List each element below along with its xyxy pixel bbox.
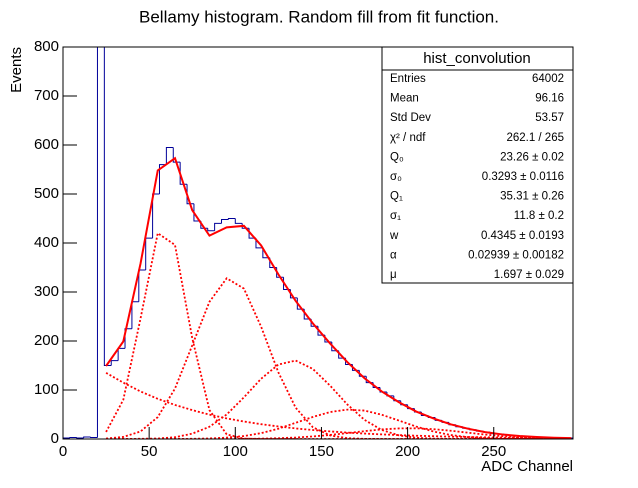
y-tick-label: 500 [34, 185, 59, 202]
y-tick-label: 700 [34, 87, 59, 104]
histogram-bin [179, 162, 188, 185]
histogram-bin [255, 238, 263, 249]
y-tick-label: 100 [34, 381, 59, 398]
stats-label: Std Dev [390, 112, 431, 124]
histogram-bin [172, 147, 181, 163]
stats-box: hist_convolution Entries 64002 Mean 96.16 St… [381, 46, 574, 284]
stats-value: 262.1 / 265 [506, 132, 564, 144]
stats-label: Q₀ [390, 151, 404, 163]
stats-value: 0.4345 ± 0.0193 [481, 230, 564, 242]
x-tick-label: 150 [309, 443, 334, 460]
stats-value: 23.26 ± 0.02 [500, 151, 564, 163]
histogram-bin [110, 360, 119, 366]
stats-frame [381, 46, 574, 284]
stats-label: Entries [390, 73, 426, 85]
stats-value: 35.31 ± 0.26 [500, 191, 564, 203]
stats-title: hist_convolution [423, 50, 531, 67]
y-axis-label: Events [8, 47, 25, 93]
x-axis-label: ADC Channel [481, 458, 573, 475]
histogram-bin [186, 184, 194, 205]
stats-label: σ₀ [390, 171, 402, 183]
y-tick-label: 200 [34, 332, 59, 349]
histogram-bin [227, 218, 236, 220]
x-tick-label: 50 [141, 443, 158, 460]
stats-value: 64002 [532, 73, 564, 85]
y-tick-label: 400 [34, 234, 59, 251]
histogram-bin [207, 228, 215, 232]
fit-component [106, 359, 572, 439]
x-tick-label: 100 [223, 443, 248, 460]
y-tick-label: 0 [51, 430, 59, 447]
histogram-bin [124, 328, 132, 349]
stats-label: σ₁ [390, 210, 401, 222]
stats-value: 0.3293 ± 0.0116 [482, 171, 564, 183]
histogram-bin [63, 437, 70, 439]
histogram-bin [158, 164, 167, 194]
fit-component [105, 277, 572, 439]
y-tick-label: 800 [34, 38, 59, 55]
histogram-bin [165, 146, 174, 165]
stats-value: 53.57 [535, 112, 564, 124]
histogram-bin [214, 222, 222, 231]
stats-value: 1.697 ± 0.029 [494, 269, 564, 281]
stats-label: Q₁ [390, 191, 403, 203]
stats-label: μ [390, 269, 397, 281]
stats-label: α [390, 249, 397, 261]
chart-title: Bellamy histogram. Random fill from fit … [139, 7, 499, 26]
histogram-bin [83, 436, 91, 439]
stats-label: χ² / ndf [390, 132, 426, 144]
x-tick-label: 200 [395, 443, 420, 460]
x-tick-label: 0 [59, 443, 67, 460]
histogram-bin [221, 218, 229, 224]
y-tick-label: 600 [34, 136, 59, 153]
stats-value: 0.02939 ± 0.00182 [468, 249, 564, 261]
histogram-bin [234, 218, 243, 224]
y-tick-label: 300 [34, 283, 59, 300]
stats-label: w [389, 230, 399, 242]
stats-label: Mean [390, 93, 419, 105]
histogram-bin [96, 47, 98, 438]
stats-value: 11.8 ± 0.2 [514, 210, 564, 222]
histogram-bin [103, 47, 112, 366]
stats-value: 96.16 [535, 93, 564, 105]
x-tick-label: 250 [481, 443, 506, 460]
